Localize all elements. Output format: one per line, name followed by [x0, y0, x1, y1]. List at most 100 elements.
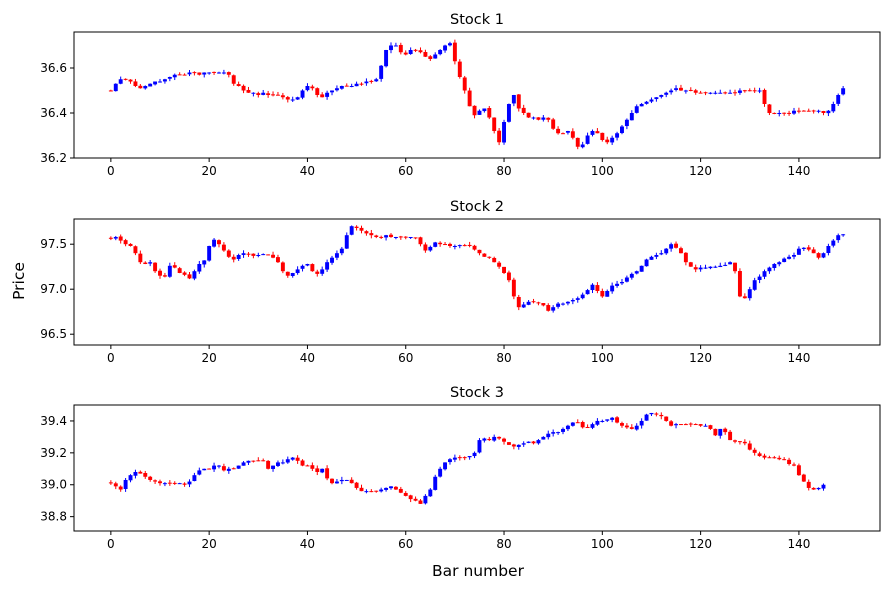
- candle-body: [133, 81, 138, 86]
- candle-body: [546, 305, 551, 311]
- candle-body: [374, 490, 379, 492]
- candle-body: [600, 132, 605, 140]
- candle-body: [271, 94, 276, 96]
- candle-body: [841, 88, 846, 95]
- candle-body: [742, 296, 747, 299]
- candle-body: [374, 235, 379, 237]
- candle-body: [649, 99, 654, 102]
- candle-body: [762, 271, 767, 277]
- candle-body: [723, 264, 728, 266]
- candle-body: [521, 107, 526, 113]
- candle-body: [113, 237, 118, 239]
- candle-body: [202, 468, 207, 471]
- candle-body: [379, 236, 384, 238]
- candle-body: [678, 424, 683, 426]
- candle-body: [649, 412, 654, 415]
- candle-body: [551, 432, 556, 434]
- candle-body: [300, 460, 305, 466]
- candle-body: [570, 300, 575, 302]
- y-tick-label: 97.5: [40, 237, 67, 251]
- candle-body: [344, 85, 349, 87]
- candle-body: [379, 65, 384, 79]
- candle-body: [212, 465, 217, 470]
- candle-body: [433, 242, 438, 247]
- candle-body: [487, 256, 492, 258]
- candle-body: [806, 110, 811, 112]
- candle-body: [688, 423, 693, 425]
- candle-body: [423, 244, 428, 251]
- candle-body: [728, 92, 733, 94]
- candle-body: [256, 255, 261, 256]
- candle-body: [561, 133, 565, 135]
- candle-body: [221, 244, 226, 251]
- candle-body: [752, 280, 757, 290]
- candle-body: [433, 476, 438, 490]
- candle-body: [428, 489, 433, 497]
- candle-body: [148, 262, 153, 264]
- candle-body: [708, 266, 713, 269]
- candle-body: [698, 424, 703, 426]
- candle-body: [452, 457, 457, 460]
- candle-body: [551, 119, 556, 129]
- candle-body: [192, 475, 197, 482]
- x-tick-label: 140: [787, 164, 810, 178]
- candle-body: [541, 117, 546, 120]
- candle-body: [723, 92, 728, 94]
- candle-body: [138, 85, 143, 89]
- y-tick-label: 96.5: [40, 327, 67, 341]
- candle-body: [330, 257, 334, 263]
- candle-body: [615, 283, 620, 286]
- candle-body: [806, 247, 811, 250]
- candle-body: [290, 99, 295, 101]
- candle-body: [723, 428, 728, 433]
- candle-body: [162, 275, 167, 277]
- candle-body: [801, 474, 806, 482]
- candle-body: [708, 425, 713, 429]
- x-tick-label: 140: [787, 351, 810, 365]
- x-tick-label: 0: [107, 537, 115, 551]
- candle-body: [629, 273, 634, 278]
- candle-body: [580, 294, 585, 299]
- candle-body: [364, 231, 369, 234]
- candle-body: [772, 112, 777, 114]
- candle-body: [620, 126, 624, 134]
- candle-body: [295, 457, 300, 461]
- candle-body: [605, 419, 610, 421]
- candle-body: [516, 296, 521, 308]
- candle-body: [634, 106, 639, 113]
- candle-body: [737, 271, 742, 297]
- candle-body: [683, 90, 688, 92]
- candle-body: [448, 43, 452, 46]
- candle-body: [162, 79, 167, 82]
- candle-body: [624, 425, 629, 428]
- y-tick-label: 97.0: [40, 282, 67, 296]
- candle-body: [816, 487, 821, 490]
- candle-body: [167, 77, 172, 79]
- candle-body: [251, 460, 256, 462]
- candle-body: [246, 460, 251, 463]
- candle-body: [502, 266, 506, 273]
- candle-body: [148, 476, 153, 480]
- candle-body: [841, 234, 846, 236]
- candle-body: [821, 484, 826, 489]
- candle-body: [231, 256, 236, 260]
- candle-body: [747, 443, 752, 450]
- candle-body: [610, 417, 615, 420]
- candle-body: [384, 235, 389, 238]
- y-tick-label: 36.2: [40, 151, 67, 165]
- candle-body: [236, 465, 241, 469]
- candle-body: [457, 457, 462, 459]
- x-tick-label: 140: [787, 537, 810, 551]
- candle-body: [536, 117, 541, 120]
- candle-body: [836, 235, 841, 241]
- candle-body: [226, 250, 231, 257]
- candle-body: [138, 253, 143, 263]
- candle-body: [796, 110, 801, 112]
- candle-body: [349, 86, 354, 87]
- candle-body: [158, 81, 162, 83]
- candle-body: [398, 236, 403, 238]
- candle-body: [339, 479, 344, 482]
- candle-body: [334, 253, 339, 258]
- y-tick-label: 36.4: [40, 106, 67, 120]
- candle-body: [703, 92, 708, 94]
